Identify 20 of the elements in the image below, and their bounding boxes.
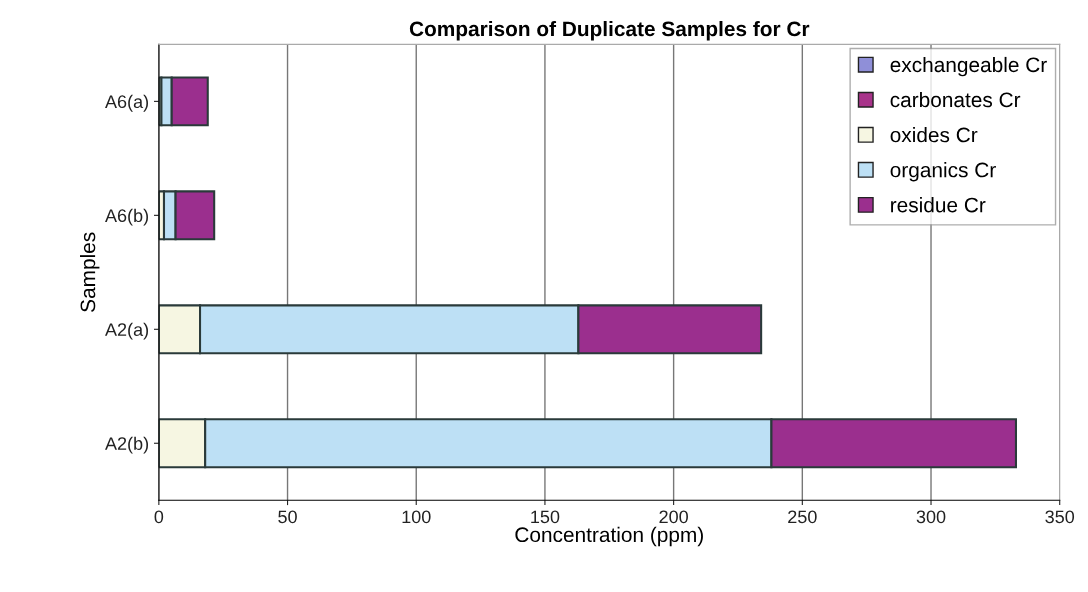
- x-tick-label: 200: [659, 510, 688, 524]
- x-tick-label: 350: [1045, 510, 1075, 524]
- y-tick-label: A2(b): [105, 436, 149, 454]
- x-tick-label: 50: [278, 510, 297, 524]
- y-tick-label: A6(a): [105, 94, 149, 112]
- legend-label: organics Cr: [890, 162, 996, 182]
- legend-label: oxides Cr: [890, 126, 978, 143]
- y-axis-title: Samples: [80, 232, 100, 312]
- x-tick-label: 300: [916, 510, 946, 524]
- x-tick-label: 250: [788, 510, 817, 524]
- chart-title: Comparison of Duplicate Samples for Cr: [409, 20, 810, 41]
- y-tick-label: A6(b): [105, 208, 149, 226]
- legend-label: carbonates Cr: [890, 91, 1021, 108]
- x-tick-label: 0: [154, 510, 164, 524]
- legend-label: exchangeable Cr: [890, 56, 1047, 77]
- x-tick-label: 100: [402, 510, 431, 524]
- x-tick-label: 150: [531, 510, 560, 524]
- legend-label: residue Cr: [891, 197, 986, 213]
- y-tick-label: A2(a): [105, 322, 149, 340]
- x-axis-title: Concentration (ppm): [515, 526, 703, 547]
